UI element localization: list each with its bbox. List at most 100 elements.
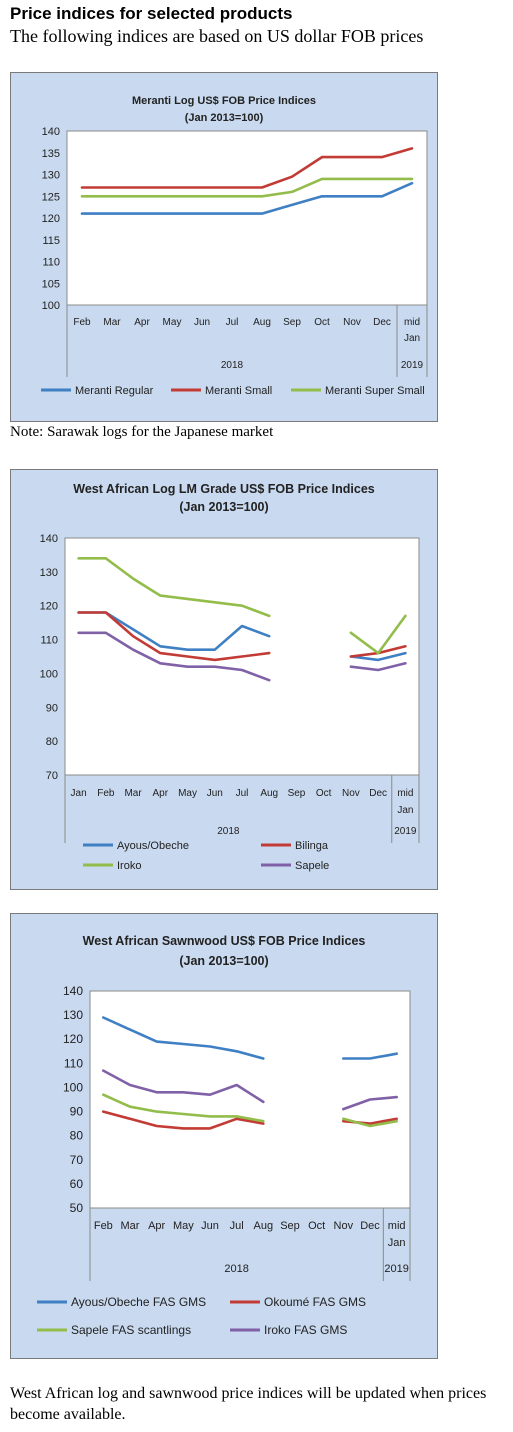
west-african-sawnwood-chart: West African Sawnwood US$ FOB Price Indi… [10, 913, 438, 1359]
y-tick-label: 130 [42, 170, 60, 182]
x-tick-label: Aug [260, 788, 278, 799]
y-tick-label: 120 [63, 1032, 83, 1046]
series-line-2 [77, 557, 271, 618]
x-tick-label: Dec [360, 1220, 380, 1232]
y-tick-label: 130 [63, 1008, 83, 1022]
chart-title: West African Log LM Grade US$ FOB Price … [73, 482, 375, 496]
chart-title: (Jan 2013=100) [179, 500, 268, 514]
year-label-2019: 2019 [401, 360, 424, 371]
x-tick-label: Jan [388, 1237, 406, 1249]
x-tick-label: Mar [121, 1220, 140, 1232]
x-tick-label: Sep [288, 788, 306, 799]
series-line-0 [102, 1016, 265, 1060]
x-tick-label: Aug [254, 1220, 274, 1232]
x-tick-label: Apr [148, 1220, 165, 1232]
legend-label: Meranti Super Small [325, 385, 425, 397]
y-tick-label: 100 [40, 668, 58, 680]
y-tick-label: 90 [46, 702, 58, 714]
series-line-1 [80, 147, 414, 189]
x-tick-label: mid [388, 1220, 406, 1232]
y-tick-label: 125 [42, 191, 60, 203]
x-tick-label: Jul [226, 317, 239, 328]
y-tick-label: 115 [42, 235, 60, 247]
x-tick-label: Oct [308, 1220, 325, 1232]
x-tick-label: Jan [71, 788, 87, 799]
series-line-2 [341, 1117, 399, 1128]
y-tick-label: 80 [70, 1129, 84, 1143]
x-tick-label: Jun [194, 317, 210, 328]
x-tick-label: Jan [404, 333, 420, 344]
chart-title: (Jan 2013=100) [185, 112, 264, 124]
series-line-2 [349, 614, 407, 655]
x-tick-label: Jun [207, 788, 223, 799]
x-tick-label: Jan [397, 805, 413, 816]
series-line-1 [77, 611, 271, 662]
footer-note: West African log and sawnwood price indi… [10, 1385, 487, 1423]
x-tick-label: Jul [230, 1220, 244, 1232]
y-tick-label: 110 [64, 1056, 83, 1070]
year-label-2019: 2019 [384, 1263, 408, 1275]
x-tick-label: Mar [124, 788, 142, 799]
series-line-3 [349, 662, 407, 672]
y-tick-label: 60 [70, 1177, 84, 1191]
x-tick-label: Oct [314, 317, 330, 328]
x-tick-label: Jul [236, 788, 249, 799]
y-tick-label: 110 [42, 257, 60, 269]
x-tick-label: mid [404, 317, 420, 328]
legend-label: Bilinga [295, 840, 329, 852]
x-tick-label: Feb [97, 788, 115, 799]
y-tick-label: 140 [63, 984, 83, 998]
y-tick-label: 70 [46, 770, 58, 782]
y-tick-label: 135 [42, 148, 60, 160]
series-line-2 [102, 1093, 265, 1123]
x-tick-label: Feb [73, 317, 91, 328]
year-label-2018: 2018 [221, 360, 244, 371]
series-line-3 [77, 631, 271, 682]
x-tick-label: May [173, 1220, 194, 1232]
y-tick-label: 90 [70, 1105, 84, 1119]
x-tick-label: Apr [153, 788, 169, 799]
meranti-chart: Meranti Log US$ FOB Price Indices (Jan 20… [10, 72, 438, 422]
x-tick-label: Aug [253, 317, 271, 328]
y-tick-label: 120 [40, 601, 58, 613]
legend-label: Meranti Small [205, 385, 272, 397]
year-label-2018: 2018 [224, 1263, 248, 1275]
x-tick-label: Sep [280, 1220, 300, 1232]
series-line-1 [102, 1110, 265, 1130]
chart-title: (Jan 2013=100) [179, 954, 268, 968]
y-tick-label: 120 [42, 213, 60, 225]
x-tick-label: Feb [94, 1220, 113, 1232]
legend-label: Okoumé FAS GMS [264, 1295, 366, 1309]
legend-label: Iroko FAS GMS [264, 1323, 347, 1337]
chart-svg: Meranti Log US$ FOB Price Indices (Jan 20… [41, 95, 428, 397]
x-tick-label: Jun [201, 1220, 219, 1232]
x-tick-label: Oct [316, 788, 332, 799]
legend-label: Sapele [295, 860, 329, 872]
series-line-2 [80, 177, 414, 198]
x-tick-label: Nov [342, 788, 360, 799]
x-tick-label: Dec [373, 317, 391, 328]
y-tick-label: 105 [42, 278, 60, 290]
plot-area [89, 990, 411, 1209]
chart-title: Meranti Log US$ FOB Price Indices [132, 95, 316, 107]
y-tick-label: 100 [42, 300, 60, 312]
series-line-0 [80, 181, 414, 215]
x-tick-label: May [163, 317, 182, 328]
y-tick-label: 70 [70, 1153, 84, 1167]
x-tick-label: mid [397, 788, 413, 799]
series-line-0 [349, 651, 407, 662]
y-tick-label: 130 [40, 567, 58, 579]
y-tick-label: 140 [40, 533, 58, 545]
x-tick-label: Apr [134, 317, 150, 328]
series-line-0 [341, 1052, 399, 1060]
chart-note: Note: Sarawak logs for the Japanese mark… [10, 424, 274, 440]
y-tick-label: 100 [63, 1080, 83, 1094]
y-tick-label: 50 [70, 1201, 84, 1215]
legend-label: Sapele FAS scantlings [71, 1323, 191, 1337]
x-tick-label: Sep [283, 317, 301, 328]
x-tick-label: Nov [334, 1220, 354, 1232]
x-tick-label: Mar [103, 317, 121, 328]
series-line-3 [102, 1069, 265, 1104]
x-tick-label: May [178, 788, 197, 799]
x-tick-label: Dec [369, 788, 387, 799]
